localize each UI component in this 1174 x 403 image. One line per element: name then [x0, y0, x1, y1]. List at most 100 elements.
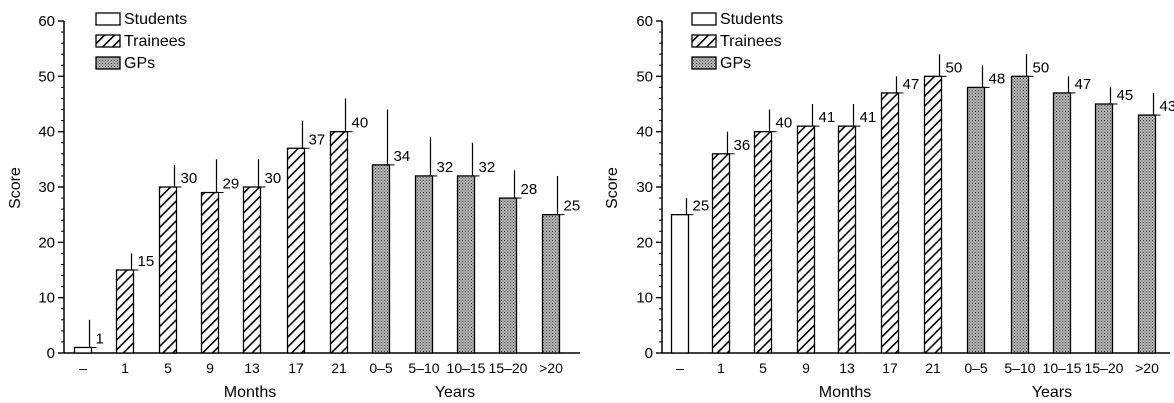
y-axis-label: Score: [7, 167, 24, 209]
x-tick-label: 17: [288, 360, 304, 376]
legend-label-gps: GPs: [124, 55, 155, 72]
value-label: 25: [564, 198, 581, 215]
x-tick-label: 13: [244, 360, 260, 376]
bar: [73, 346, 93, 354]
value-label: 48: [989, 70, 1006, 87]
x-tick-label: 0–5: [369, 360, 393, 376]
legend-swatch-students: [691, 12, 717, 26]
bar: [1052, 92, 1072, 354]
bar: [923, 75, 943, 354]
x-tick-label: 21: [925, 360, 941, 376]
bar: [753, 131, 773, 354]
y-axis-label: Score: [604, 167, 621, 209]
legend-swatch-gps: [95, 56, 121, 70]
bar: [670, 214, 690, 354]
y-tick-label: 0: [47, 345, 55, 362]
y-tick-label: 60: [38, 13, 55, 30]
value-label: 45: [1117, 87, 1134, 104]
y-tick-label: 40: [636, 124, 653, 141]
value-label: 36: [734, 137, 751, 154]
group-label-years: Years: [1032, 384, 1072, 401]
group-label-months: Months: [819, 384, 871, 401]
bar: [242, 186, 262, 354]
bar: [837, 125, 857, 354]
legend-label-trainees: Trainees: [720, 33, 782, 50]
value-label: 47: [1075, 76, 1092, 93]
x-tick-label: >20: [1135, 360, 1159, 376]
x-tick-label: 15–20: [489, 360, 528, 376]
x-tick-label: 5–10: [408, 360, 439, 376]
bar: [371, 164, 391, 354]
x-tick-label: –: [676, 360, 684, 376]
value-label: 30: [181, 170, 198, 187]
value-label: 47: [903, 76, 920, 93]
legend-swatch-students: [95, 12, 121, 26]
x-tick-label: 9: [206, 360, 214, 376]
legend-swatch-trainees: [95, 34, 121, 48]
x-tick-label: 17: [882, 360, 898, 376]
value-labels: 1 15 30 29 30 37 40 34 32 32 28 25: [96, 115, 581, 348]
bar: [329, 131, 349, 354]
y-tick-label: 10: [38, 290, 55, 307]
bars: [670, 75, 1157, 354]
x-tick-label: 10–15: [1043, 360, 1082, 376]
x-tick-label: 1: [717, 360, 725, 376]
x-tick-label: 10–15: [447, 360, 486, 376]
legend-label-gps: GPs: [720, 55, 751, 72]
x-tick-label: 13: [839, 360, 855, 376]
bar: [1094, 103, 1114, 354]
legend-label-students: Students: [124, 11, 187, 28]
y-tick-label: 30: [636, 179, 653, 196]
bar: [1010, 75, 1030, 354]
y-tick-label: 0: [645, 345, 653, 362]
value-label: 41: [819, 109, 836, 126]
legend: Students Trainees GPs: [95, 11, 187, 72]
x-tick-label: 15–20: [1085, 360, 1124, 376]
error-bars: [88, 98, 565, 348]
bar: [115, 269, 135, 354]
x-tick-label: –: [79, 360, 87, 376]
group-label-months: Months: [224, 384, 276, 401]
x-tick-label: 21: [331, 360, 347, 376]
legend-label-students: Students: [720, 11, 783, 28]
category-labels: – 1 5 9 13 17 21 0–5 5–10 10–15 15–20 >20: [676, 360, 1159, 376]
category-labels: – 1 5 9 13 17 21 0–5 5–10 10–15 15–20 >20: [79, 360, 563, 376]
bar: [456, 175, 476, 354]
value-label: 34: [394, 148, 411, 165]
x-tick-label: 5–10: [1004, 360, 1035, 376]
y-tick-label: 20: [38, 234, 55, 251]
y-tick-label: 50: [636, 68, 653, 85]
bars: [73, 131, 561, 354]
x-tick-label: 9: [802, 360, 810, 376]
bar: [966, 86, 986, 354]
value-label: 37: [309, 131, 326, 148]
y-tick-label: 30: [38, 179, 55, 196]
value-label: 32: [437, 159, 454, 176]
bar: [158, 186, 178, 354]
y-axis: 0 10 20 30 40 50 60: [636, 13, 663, 362]
value-label: 15: [138, 253, 155, 270]
y-axis: 0 10 20 30 40 50 60: [38, 13, 65, 362]
legend-label-trainees: Trainees: [124, 33, 186, 50]
value-label: 1: [96, 330, 104, 347]
error-bars: [685, 54, 1161, 216]
legend-swatch-gps: [691, 56, 717, 70]
value-label: 43: [1160, 98, 1174, 115]
bar: [1137, 114, 1157, 354]
value-label: 25: [693, 198, 710, 215]
value-label: 32: [479, 159, 496, 176]
value-label: 40: [776, 115, 793, 132]
x-tick-label: 1: [121, 360, 129, 376]
x-tick-label: 5: [164, 360, 172, 376]
value-label: 28: [521, 181, 538, 198]
bar: [880, 92, 900, 354]
legend-swatch-trainees: [691, 34, 717, 48]
legend: Students Trainees GPs: [691, 11, 783, 72]
value-label: 30: [265, 170, 282, 187]
group-label-years: Years: [435, 384, 475, 401]
bar: [541, 214, 561, 354]
x-tick-label: 0–5: [964, 360, 988, 376]
value-label: 40: [352, 115, 369, 132]
value-label: 29: [223, 176, 240, 193]
